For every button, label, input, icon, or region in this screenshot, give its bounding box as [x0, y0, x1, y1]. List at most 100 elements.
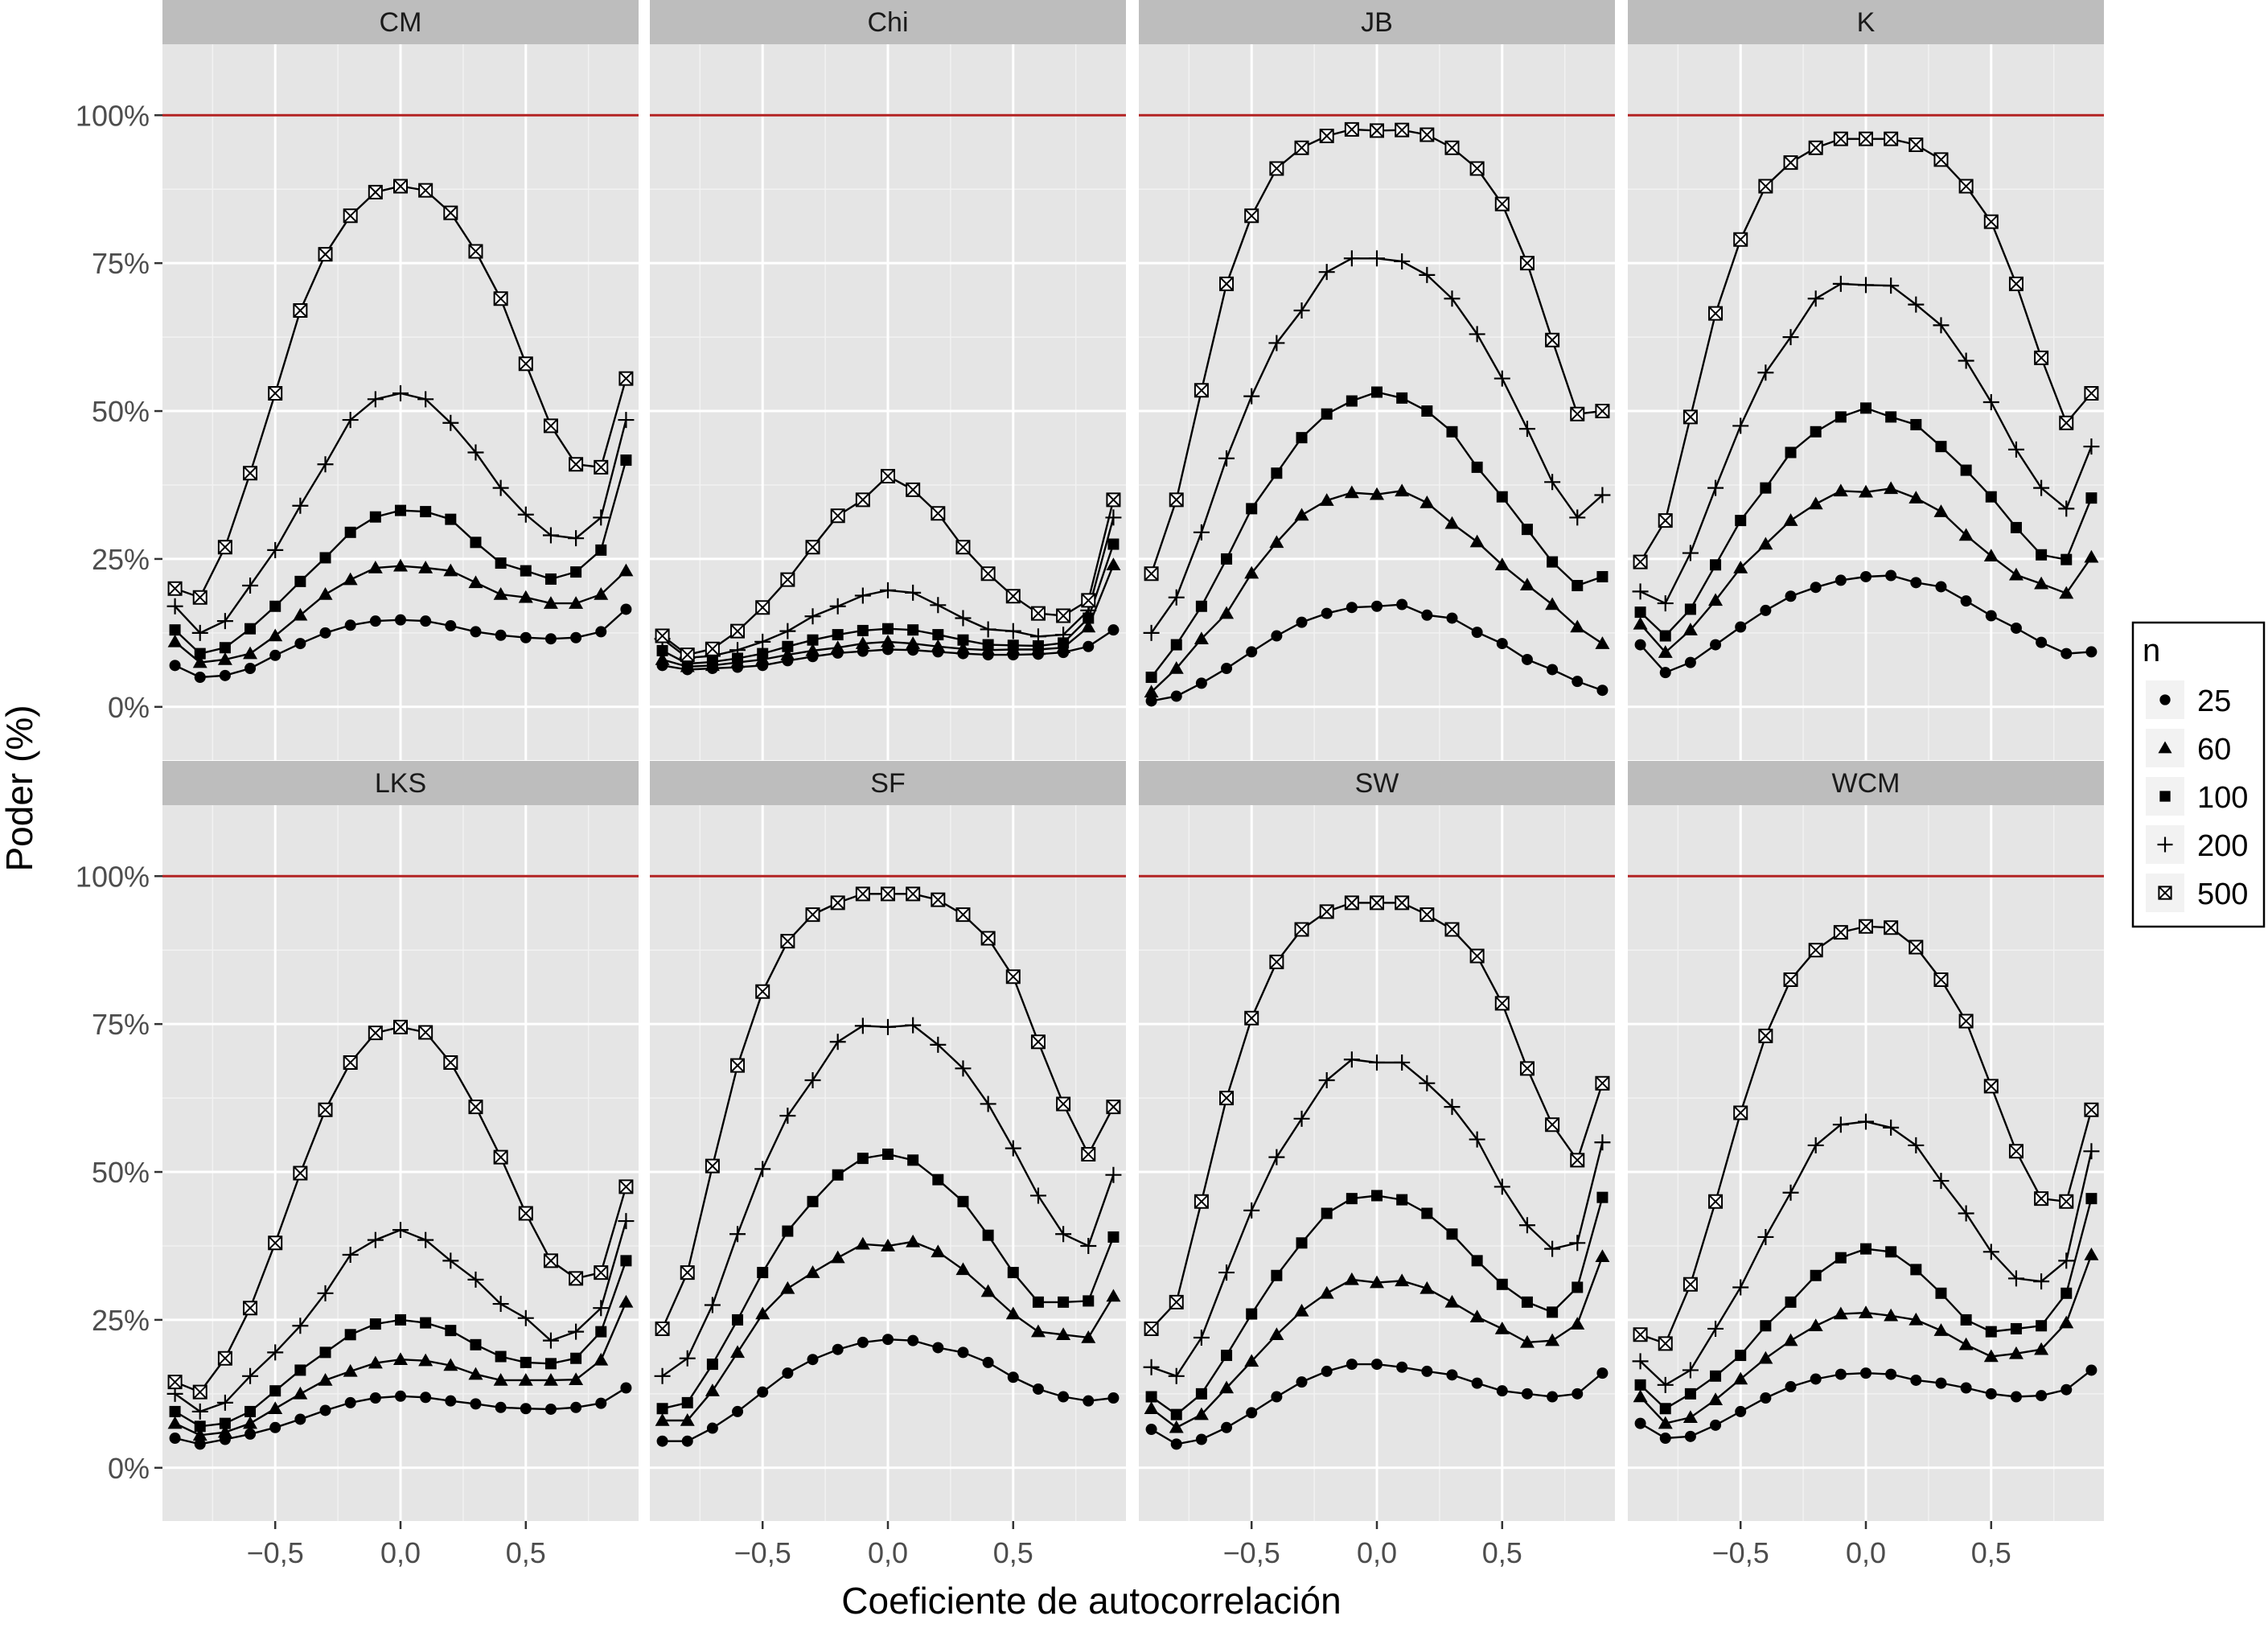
data-point-marker-n25 — [1170, 690, 1182, 702]
data-point-marker-n200 — [517, 1309, 534, 1326]
data-point-marker-n25 — [445, 1395, 457, 1407]
data-point-marker-n60 — [1908, 1312, 1924, 1326]
data-point-marker-n100 — [294, 1364, 306, 1376]
data-point-marker-n100 — [1421, 1207, 1433, 1219]
data-point-marker-n60 — [1144, 1401, 1159, 1414]
data-point-marker-n100 — [169, 1405, 181, 1417]
data-point-marker-n100 — [1835, 411, 1847, 423]
data-point-marker-n25 — [732, 1405, 744, 1417]
data-point-marker-n25 — [2085, 646, 2097, 658]
data-point-marker-n200 — [216, 1394, 233, 1411]
data-point-marker-n25 — [520, 631, 532, 643]
data-point-marker-n500 — [1519, 256, 1535, 271]
data-point-marker-n25 — [1634, 639, 1646, 651]
data-point-marker-n25 — [1083, 640, 1095, 652]
data-point-marker-n25 — [1083, 1395, 1095, 1407]
data-point-marker-n200 — [242, 578, 259, 594]
data-point-marker-n60 — [2008, 567, 2024, 581]
data-point-marker-n25 — [1221, 662, 1233, 674]
data-point-marker-n100 — [1471, 461, 1483, 473]
data-point-marker-n500 — [1469, 161, 1485, 176]
data-point-marker-n60 — [1570, 1317, 1585, 1330]
data-point-marker-n500 — [1144, 566, 1159, 582]
data-point-marker-n500 — [780, 572, 795, 587]
data-point-marker-n500 — [618, 1179, 634, 1194]
data-point-marker-n100 — [1371, 1190, 1383, 1202]
data-point-marker-n200 — [880, 1018, 896, 1035]
data-point-marker-n500 — [1194, 1194, 1209, 1209]
data-point-marker-n100 — [2085, 492, 2097, 504]
data-point-marker-n100 — [1321, 1207, 1333, 1219]
data-point-marker-n500 — [1294, 922, 1309, 937]
data-point-marker-n25 — [344, 619, 356, 631]
data-point-marker-n25 — [1810, 582, 1822, 594]
data-point-marker-n500 — [955, 907, 971, 923]
data-point-marker-n25 — [782, 1367, 794, 1379]
data-point-marker-n200 — [854, 1018, 871, 1034]
data-point-marker-n60 — [1859, 1305, 1873, 1318]
data-point-marker-n500 — [1056, 1096, 1071, 1112]
data-point-marker-n25 — [882, 1334, 894, 1346]
data-point-marker-n500 — [1420, 907, 1435, 923]
data-point-marker-n25 — [1785, 1381, 1797, 1393]
data-point-marker-n200 — [467, 1271, 484, 1288]
data-point-marker-n200 — [1707, 1320, 1724, 1337]
x-tick-label: 0,5 — [1971, 1536, 2011, 1569]
data-point-marker-n500 — [1444, 140, 1460, 155]
data-point-marker-n25 — [957, 1346, 969, 1359]
data-point-marker-n25 — [1321, 607, 1333, 619]
data-point-marker-n500 — [318, 1102, 333, 1117]
data-point-marker-n60 — [1444, 1294, 1460, 1308]
data-point-marker-n500 — [906, 886, 921, 902]
data-point-marker-n100 — [1107, 1231, 1120, 1243]
data-point-marker-n60 — [1545, 597, 1560, 610]
data-point-marker-n100 — [1246, 503, 1258, 515]
y-tick-label: 0% — [108, 1452, 150, 1485]
data-point-marker-n200 — [1632, 1353, 1649, 1370]
data-point-marker-n200 — [267, 541, 284, 558]
data-point-marker-n200 — [1908, 1137, 1925, 1153]
data-point-marker-n60 — [1733, 1371, 1748, 1385]
data-point-marker-n500 — [680, 648, 695, 663]
data-point-marker-n60 — [1545, 1333, 1560, 1346]
data-point-marker-n500 — [855, 492, 870, 508]
data-point-marker-n100 — [294, 575, 306, 587]
data-point-marker-n25 — [2085, 1364, 2097, 1376]
data-point-marker-n200 — [492, 1296, 509, 1313]
data-point-marker-n60 — [443, 563, 458, 577]
data-point-marker-n60 — [1958, 528, 1974, 541]
y-tick-label: 50% — [92, 1156, 150, 1189]
data-point-marker-n200 — [1883, 278, 1900, 294]
data-point-marker-n500 — [594, 459, 609, 475]
data-point-marker-n25 — [595, 626, 607, 638]
data-point-marker-n100 — [1885, 411, 1897, 423]
data-point-marker-n200 — [1682, 545, 1699, 561]
data-point-marker-n25 — [470, 626, 482, 638]
data-point-marker-n25 — [1810, 1373, 1822, 1385]
data-point-marker-n500 — [1808, 943, 1823, 958]
data-point-marker-n200 — [1318, 1072, 1335, 1089]
data-point-marker-n100 — [1170, 1408, 1182, 1420]
data-point-marker-n60 — [393, 1352, 408, 1365]
data-point-marker-n25 — [1885, 1368, 1897, 1380]
data-point-marker-n60 — [855, 636, 870, 649]
data-point-marker-n200 — [2007, 441, 2024, 458]
data-point-marker-n200 — [1168, 1367, 1185, 1384]
data-point-marker-n200 — [2058, 1252, 2075, 1269]
data-point-marker-n500 — [1658, 1336, 1673, 1351]
data-point-marker-n100 — [570, 566, 582, 578]
data-point-marker-n200 — [1143, 1359, 1160, 1375]
data-point-marker-n25 — [495, 1401, 507, 1413]
data-point-marker-n60 — [1884, 1308, 1899, 1322]
data-point-marker-n500 — [1958, 1013, 1974, 1029]
data-point-marker-n100 — [1960, 464, 1972, 476]
data-point-marker-n60 — [2008, 1346, 2024, 1359]
data-point-marker-n100 — [1860, 402, 1872, 414]
data-point-marker-n200 — [1732, 1279, 1749, 1296]
data-point-marker-n200 — [704, 1297, 721, 1314]
data-point-marker-n60 — [594, 1352, 609, 1366]
data-point-marker-n100 — [344, 1329, 356, 1341]
data-point-marker-n25 — [1195, 1433, 1207, 1445]
data-point-marker-n100 — [706, 1359, 718, 1371]
